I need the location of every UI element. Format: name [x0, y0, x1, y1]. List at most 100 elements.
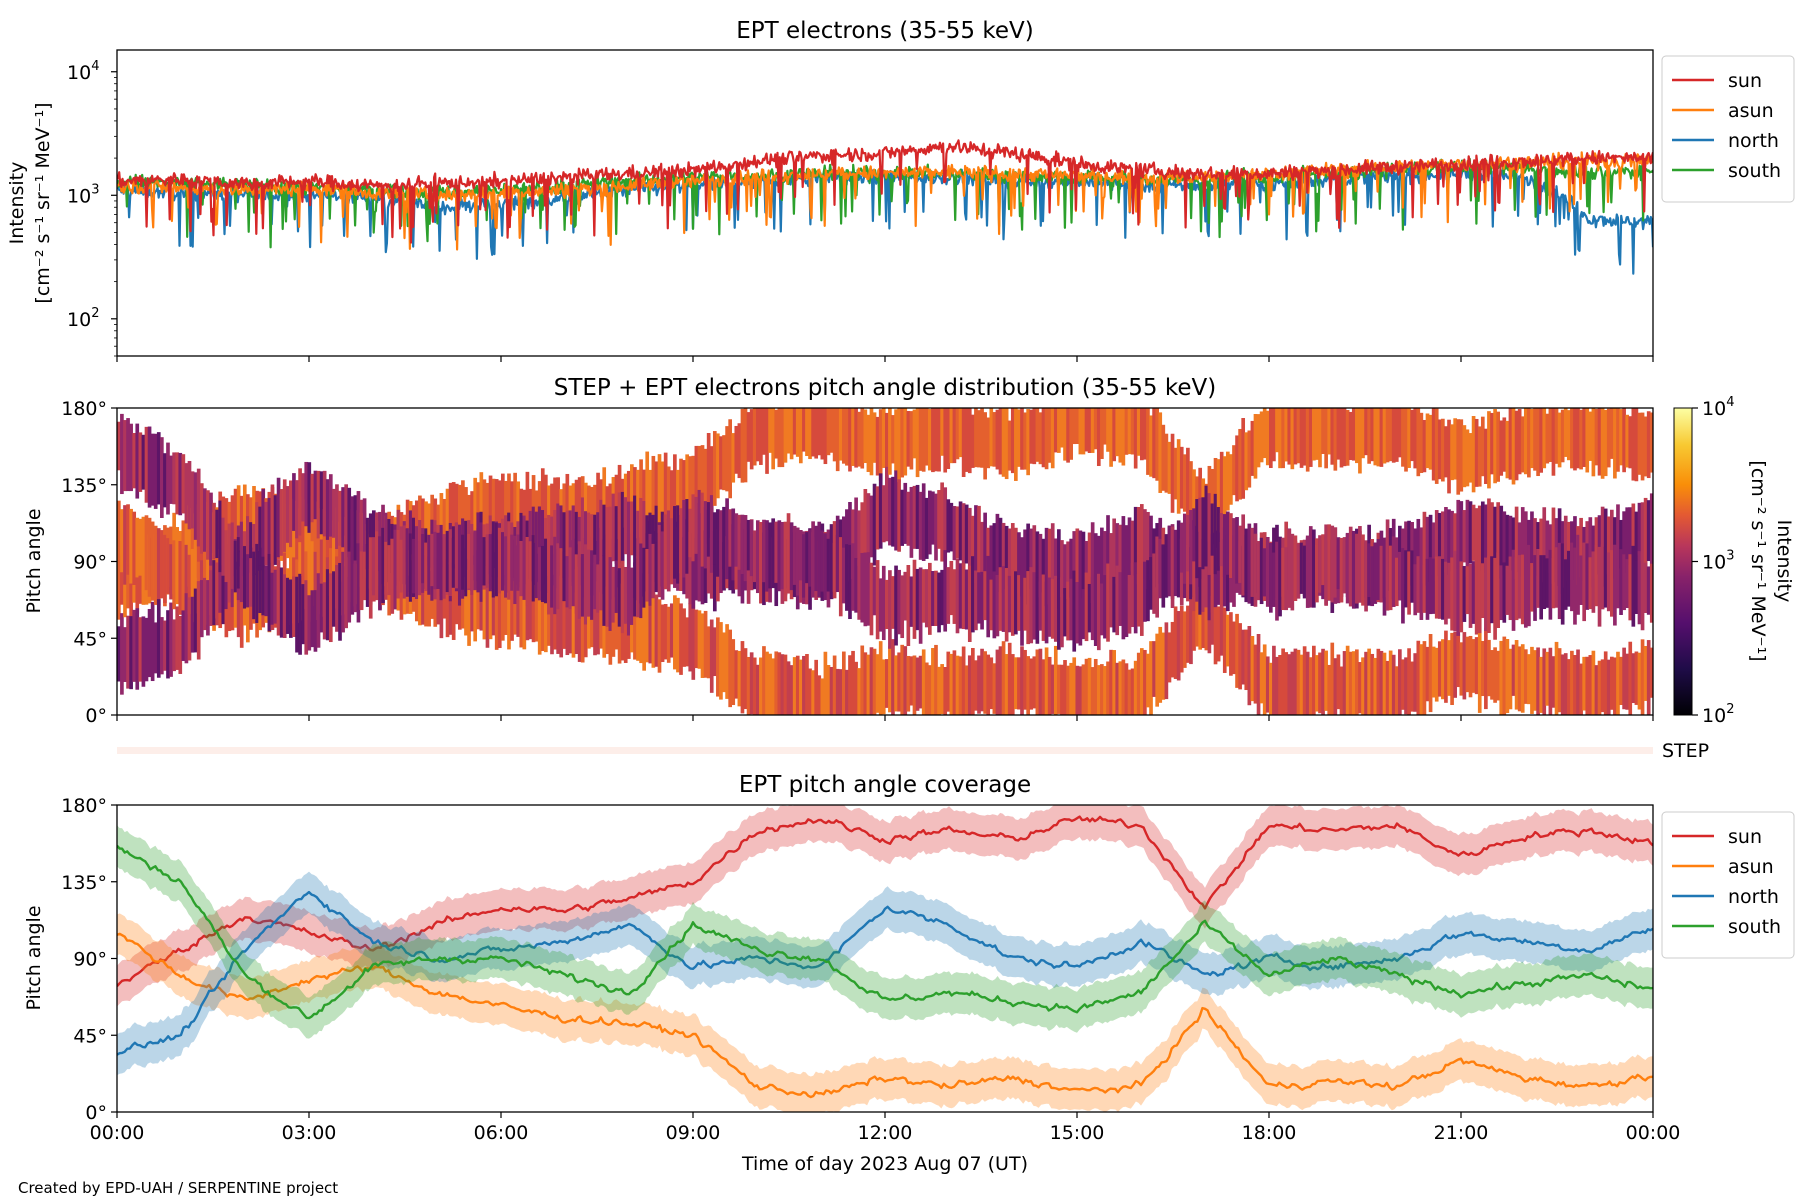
heatmap-cell: [636, 600, 640, 661]
heatmap-cell: [1069, 662, 1073, 715]
heatmap-cell: [144, 617, 149, 682]
heatmap-cell: [1124, 525, 1129, 579]
heatmap-cell: [565, 510, 570, 573]
heatmap-cell: [967, 408, 972, 474]
heatmap-cell: [1238, 623, 1242, 690]
heatmap-cell: [1130, 668, 1135, 715]
heatmap-cell: [1441, 418, 1445, 482]
heatmap-cell: [706, 543, 711, 594]
heatmap-cell: [378, 536, 382, 611]
heatmap-cell: [1536, 522, 1540, 576]
heatmap-cell: [691, 533, 696, 609]
heatmap-cell: [1189, 461, 1193, 525]
heatmap-cell: [571, 550, 576, 607]
heatmap-cell: [1646, 640, 1651, 715]
heatmap-cell: [362, 551, 367, 601]
heatmap-cell: [1238, 428, 1242, 500]
heatmap-cell: [1139, 648, 1144, 715]
heatmap-cell: [1275, 656, 1279, 715]
heatmap-cell: [488, 574, 493, 640]
heatmap-cell: [411, 538, 416, 594]
heatmap-cell: [673, 454, 677, 514]
heatmap-cell: [1379, 650, 1384, 715]
heatmap-cell: [150, 601, 155, 682]
panel1-legend-label-south: south: [1728, 160, 1781, 182]
heatmap-cell: [255, 543, 259, 623]
heatmap-cell: [617, 492, 622, 571]
heatmap-cell: [457, 484, 462, 556]
heatmap-cell: [1302, 646, 1307, 715]
heatmap-cell: [1164, 622, 1169, 700]
heatmap-cell: [636, 469, 640, 539]
heatmap-cell: [1441, 558, 1445, 620]
panel1-xticks: [116, 356, 1654, 362]
heatmap-cell: [626, 554, 631, 636]
heatmap-cell: [762, 408, 766, 455]
heatmap-cell: [952, 569, 957, 624]
heatmap-cell: [805, 532, 809, 584]
heatmap-cell: [1176, 520, 1181, 598]
heatmap-cell: [900, 408, 905, 478]
heatmap-cell: [774, 651, 779, 715]
heatmap-cell: [1284, 408, 1289, 462]
heatmap-cell: [826, 538, 831, 592]
heatmap-cell: [178, 452, 183, 516]
heatmap-cell: [1053, 645, 1058, 715]
heatmap-cell: [1096, 408, 1101, 467]
heatmap-cell: [276, 570, 281, 636]
heatmap-cell: [1216, 547, 1221, 605]
heatmap-cell: [1367, 648, 1371, 715]
heatmap-cell: [1437, 419, 1442, 480]
heatmap-cell: [903, 571, 908, 621]
heatmap-cell: [1508, 556, 1513, 621]
heatmap-cell: [156, 599, 161, 678]
heatmap-cell: [1530, 511, 1534, 577]
heatmap-cell: [236, 537, 241, 589]
heatmap-cell: [1007, 575, 1012, 633]
heatmap-cell: [1462, 510, 1467, 563]
heatmap-cell: [1063, 660, 1067, 715]
heatmap-cell: [375, 531, 379, 601]
heatmap-cell: [1502, 562, 1507, 623]
heatmap-cell: [273, 495, 278, 565]
heatmap-cell: [860, 502, 865, 564]
heatmap-cell: [1014, 571, 1018, 635]
heatmap-cell: [1189, 509, 1193, 585]
heatmap-cell: [1523, 551, 1528, 628]
heatmap-cell: [587, 589, 591, 649]
colorbar-label-group: Intensity: [1773, 520, 1795, 603]
heatmap-cell: [1007, 642, 1012, 715]
heatmap-cell: [1600, 408, 1605, 479]
heatmap-cell: [1646, 500, 1651, 562]
heatmap-cell: [1001, 641, 1006, 715]
heatmap-cell: [1465, 429, 1470, 487]
heatmap-cell: [1136, 507, 1141, 585]
heatmap-cell: [1437, 641, 1442, 697]
panel1-legend-label-sun: sun: [1728, 70, 1762, 92]
heatmap-cell: [1376, 408, 1381, 467]
heatmap-cell: [909, 486, 914, 558]
heatmap-cell: [875, 560, 880, 640]
heatmap-cell: [1017, 409, 1021, 467]
heatmap-cell: [1087, 583, 1092, 633]
heatmap-cell: [1250, 420, 1255, 476]
heatmap-cell: [181, 610, 186, 661]
heatmap-cell: [301, 473, 305, 522]
heatmap-cell: [553, 536, 557, 615]
heatmap-cell: [1017, 532, 1021, 593]
heatmap-cell: [1014, 657, 1018, 710]
heatmap-cell: [1508, 408, 1513, 480]
heatmap-cell: [1364, 408, 1368, 456]
heatmap-cell: [1010, 654, 1015, 715]
heatmap-cell: [1511, 644, 1516, 696]
heatmap-cell: [583, 482, 588, 538]
heatmap-cell: [1118, 661, 1123, 715]
heatmap-cell: [1351, 651, 1356, 715]
heatmap-cell: [900, 575, 905, 639]
heatmap-cell: [565, 585, 570, 656]
heatmap-cell: [1441, 511, 1445, 577]
heatmap-cell: [1517, 555, 1522, 619]
heatmap-cell: [1081, 408, 1086, 455]
heatmap-cell: [1520, 644, 1525, 713]
heatmap-cell: [166, 610, 170, 679]
